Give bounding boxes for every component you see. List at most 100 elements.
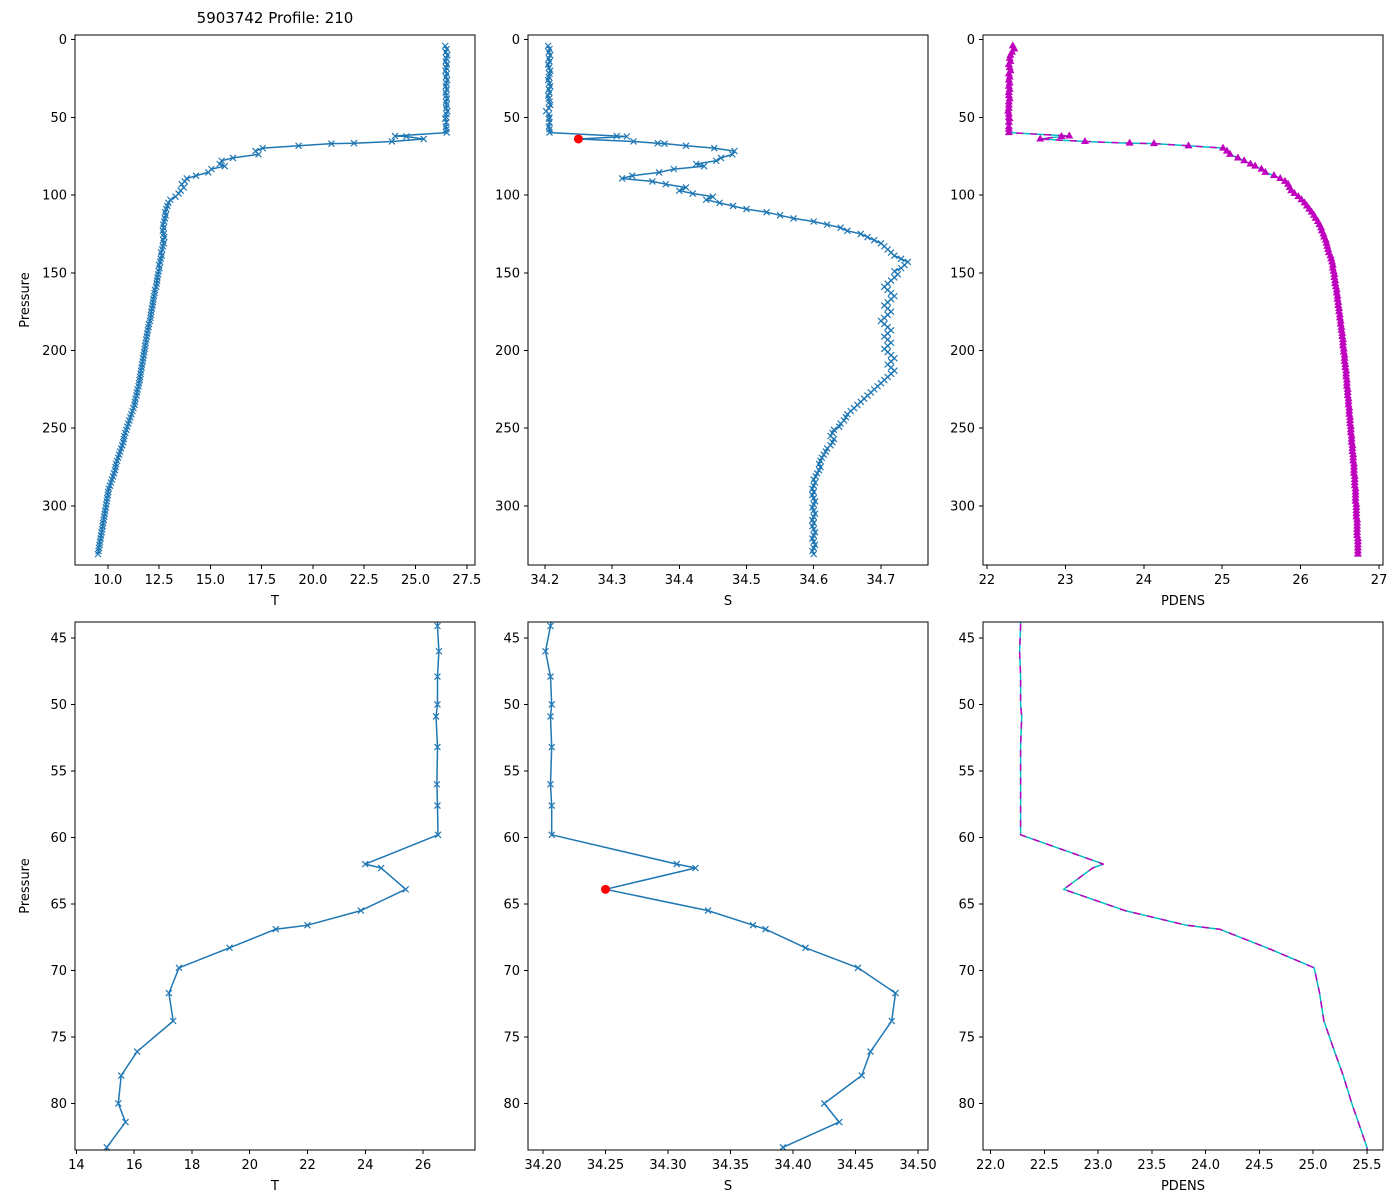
y-tick-label: 70: [958, 964, 975, 979]
y-tick-label: 70: [50, 964, 67, 979]
x-tick-label: 34.40: [774, 1158, 811, 1173]
y-tick-label: 100: [495, 189, 520, 204]
x-axis-label-t-full: T: [270, 594, 279, 609]
y-tick-label: 50: [958, 698, 975, 713]
x-tick-label: 34.5: [732, 573, 761, 588]
subplot-t-full: 10.0 12.5 15.0 17.5 20.0 22.5 25.0 27.5 0 50 100 15…: [18, 9, 481, 609]
y-tick-label: 60: [503, 831, 520, 846]
x-tick-label: 34.20: [524, 1158, 561, 1173]
y-tick-label: 80: [50, 1097, 67, 1112]
t-markers-x-markers: [103, 622, 443, 1150]
x-tick-label: 22.5: [350, 573, 379, 588]
y-tick-label: 50: [503, 111, 520, 126]
x-axis-label-s-full: S: [724, 594, 732, 609]
x-tick-label: 24.5: [1245, 1158, 1274, 1173]
figure-title: 5903742 Profile: 210: [197, 9, 354, 27]
x-tick-label: 22.5: [1030, 1158, 1059, 1173]
plot-area-t-full: [94, 42, 451, 558]
plot-area-s-zoom: [542, 622, 899, 1150]
pdens-overlay-series: [1007, 45, 1359, 555]
x-tick-label: 20.0: [298, 573, 327, 588]
s-markers-x-markers: [542, 622, 899, 1150]
pdens-overlay-series: [1018, 622, 1369, 1150]
y-tick-label: 75: [50, 1030, 67, 1045]
pdens-markers-triangle-markers: [1004, 41, 1362, 557]
x-tick-label: 34.45: [837, 1158, 874, 1173]
y-tick-label: 50: [50, 698, 67, 713]
x-tick-label: 15.0: [196, 573, 225, 588]
y-tick-label: 75: [958, 1030, 975, 1045]
plot-area-pdens-full: [1004, 41, 1362, 557]
y-tick-label: 55: [50, 764, 67, 779]
y-axis-label-t-zoom: Pressure: [18, 858, 33, 914]
y-tick-label: 65: [503, 897, 520, 912]
y-tick-label: 200: [495, 344, 520, 359]
x-tick-label: 22.0: [976, 1158, 1005, 1173]
y-tick-label: 0: [59, 33, 67, 48]
x-tick-label: 12.5: [145, 573, 174, 588]
y-tick-label: 200: [950, 344, 975, 359]
y-tick-label: 45: [50, 631, 67, 646]
x-tick-label: 34.6: [799, 573, 828, 588]
x-tick-label: 25.5: [1352, 1158, 1381, 1173]
plot-area-s-full: [542, 42, 912, 558]
x-tick-label: 26: [1292, 573, 1309, 588]
axes-frame-t-full: [74, 34, 476, 566]
x-tick-label: 34.30: [649, 1158, 686, 1173]
x-axis-label-pdens-full: PDENS: [1161, 594, 1205, 609]
y-tick-label: 80: [503, 1097, 520, 1112]
y-tick-label: 0: [967, 33, 975, 48]
x-tick-label: 24: [1136, 573, 1153, 588]
plot-area-pdens-zoom: [1018, 622, 1369, 1150]
x-tick-label: 22: [979, 573, 996, 588]
x-tick-label: 27.5: [452, 573, 481, 588]
axes-frame-t-zoom: [74, 621, 476, 1151]
y-tick-label: 150: [495, 266, 520, 281]
x-tick-label: 24.0: [1191, 1158, 1220, 1173]
x-tick-label: 25.0: [1299, 1158, 1328, 1173]
y-tick-label: 250: [42, 422, 67, 437]
x-tick-label: 34.25: [587, 1158, 624, 1173]
y-axis-label-t-full: Pressure: [18, 272, 33, 328]
x-tick-label: 23.5: [1137, 1158, 1166, 1173]
x-axis-label-s-zoom: S: [724, 1179, 732, 1194]
axes-frame-s-zoom: [527, 621, 929, 1151]
y-tick-label: 150: [950, 266, 975, 281]
y-tick-label: 65: [50, 897, 67, 912]
x-tick-label: 34.4: [665, 573, 694, 588]
t-line-series: [105, 622, 440, 1150]
x-axis-label-t-zoom: T: [270, 1179, 279, 1194]
x-tick-label: 23: [1057, 573, 1074, 588]
y-tick-label: 55: [503, 764, 520, 779]
y-tick-label: 70: [503, 964, 520, 979]
x-tick-label: 34.2: [530, 573, 559, 588]
x-tick-label: 23.0: [1084, 1158, 1113, 1173]
y-tick-label: 300: [495, 499, 520, 514]
axes-frame-s-full: [527, 34, 929, 566]
y-tick-label: 250: [950, 422, 975, 437]
y-tick-label: 50: [503, 698, 520, 713]
x-tick-label: 24: [357, 1158, 374, 1173]
y-tick-label: 300: [42, 499, 67, 514]
y-tick-label: 250: [495, 422, 520, 437]
axes-frame-pdens-zoom: [982, 621, 1384, 1151]
y-tick-label: 45: [958, 631, 975, 646]
x-tick-label: 16: [126, 1158, 143, 1173]
y-tick-label: 100: [42, 189, 67, 204]
x-tick-label: 25: [1214, 573, 1231, 588]
subplot-s-zoom: 34.20 34.25 34.30 34.35 34.40 34.45 34.50 45 50 5…: [503, 621, 937, 1194]
y-tick-label: 150: [42, 266, 67, 281]
y-tick-label: 55: [958, 764, 975, 779]
x-tick-label: 20: [241, 1158, 258, 1173]
x-tick-label: 18: [184, 1158, 201, 1173]
t-markers-x-markers: [94, 42, 451, 558]
axes-frame-pdens-full: [982, 34, 1384, 566]
subplot-s-full: 34.2 34.3 34.4 34.5 34.6 34.7 0 50 100 150 200 250 3…: [495, 33, 929, 609]
y-tick-label: 60: [50, 831, 67, 846]
x-tick-label: 25.0: [401, 573, 430, 588]
x-tick-label: 17.5: [247, 573, 276, 588]
y-tick-label: 75: [503, 1030, 520, 1045]
plot-area-t-zoom: [103, 622, 443, 1150]
